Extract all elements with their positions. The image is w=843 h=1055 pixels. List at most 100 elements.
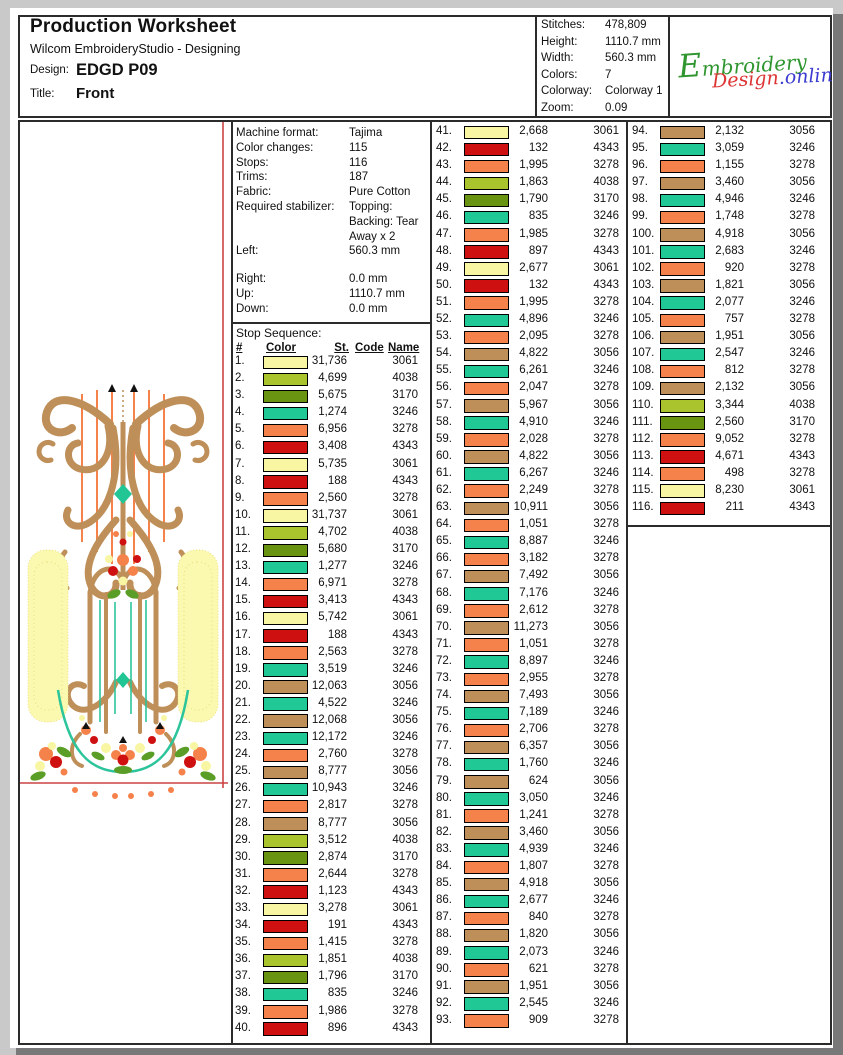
stitch-count: 9,052 — [715, 432, 744, 445]
machine-row-value: 0.0 mm — [349, 273, 388, 286]
stop-number: 80. — [436, 791, 452, 804]
thread-code: 4343 — [593, 142, 619, 155]
thread-color-swatch — [464, 433, 509, 447]
machine-row-value: 115 — [349, 141, 368, 154]
stop-row: 95. 3,059 3246 — [630, 141, 830, 158]
stitch-count: 6,956 — [318, 423, 347, 436]
thread-color-swatch — [660, 313, 705, 328]
stop-row: 49. 2,677 3061 — [434, 261, 626, 278]
header-name: Name — [388, 342, 420, 354]
stop-number: 69. — [436, 603, 452, 616]
thread-color-swatch — [464, 723, 509, 738]
thread-code: 4343 — [392, 440, 418, 453]
stitch-count: 3,050 — [519, 791, 548, 804]
stop-number: 21. — [235, 696, 251, 709]
thread-code: 3056 — [593, 774, 619, 787]
thread-code: 3061 — [392, 508, 418, 521]
thread-color-swatch — [660, 450, 705, 464]
thread-color-swatch — [263, 799, 308, 814]
stop-number: 56. — [436, 381, 452, 394]
thread-color-swatch — [464, 416, 509, 430]
lace-panels — [27, 549, 219, 723]
stop-row: 30. 2,874 3170 — [233, 850, 428, 867]
stitch-count: 2,563 — [318, 645, 347, 658]
thread-color-swatch — [464, 997, 509, 1011]
machine-row-label: Machine format: — [236, 127, 319, 139]
thread-color-swatch — [660, 484, 705, 498]
stitch-count: 2,073 — [519, 945, 548, 958]
thread-code: 3170 — [392, 850, 418, 863]
thread-code: 3278 — [593, 227, 619, 240]
summary-row: Width: 560.3 mm — [535, 50, 668, 67]
stop-number: 106. — [632, 330, 655, 343]
stitch-count: 191 — [327, 919, 347, 932]
stop-number: 27. — [235, 799, 251, 812]
body-top-border — [18, 120, 832, 122]
thread-color-swatch — [263, 475, 308, 489]
thread-color-swatch — [263, 594, 308, 609]
stitch-count: 3,460 — [519, 825, 548, 838]
stop-row: 113. 4,671 4343 — [630, 449, 830, 466]
thread-color-swatch — [263, 697, 308, 711]
thread-color-swatch — [263, 851, 308, 865]
stop-row: 10. 31,737 3061 — [233, 508, 428, 525]
thread-color-swatch — [660, 279, 705, 293]
thread-code: 4038 — [392, 525, 418, 538]
machine-info-rows: Machine format: Tajima Color changes: 115 St… — [236, 126, 426, 317]
thread-code: 3056 — [593, 620, 619, 633]
stitch-count: 3,512 — [318, 833, 347, 846]
stop-row: 114. 498 3278 — [630, 466, 830, 483]
thread-code: 3278 — [593, 962, 619, 975]
stop-row: 90. 621 3278 — [434, 962, 626, 979]
thread-color-swatch — [660, 467, 705, 481]
thread-color-swatch — [464, 706, 509, 721]
stop-number: 53. — [436, 330, 452, 343]
thread-code: 3278 — [392, 1004, 418, 1017]
machine-row-value: 187 — [349, 171, 369, 184]
stitch-count: 5,680 — [318, 543, 347, 556]
thread-code: 3056 — [789, 278, 815, 291]
stitch-count: 4,699 — [318, 372, 347, 385]
thread-color-swatch — [263, 680, 308, 694]
stitch-count: 3,344 — [715, 398, 744, 411]
stop-number: 67. — [436, 569, 452, 582]
thread-color-swatch — [464, 142, 509, 157]
thread-color-swatch — [464, 296, 509, 310]
machine-row-label: Color changes: — [236, 141, 314, 154]
thread-color-swatch — [660, 296, 705, 310]
stitch-count: 1,995 — [519, 159, 548, 172]
stop-number: 91. — [436, 979, 452, 992]
summary-row-label: Colors: — [541, 68, 578, 81]
thread-color-swatch — [464, 757, 509, 772]
thread-code: 3246 — [789, 193, 815, 206]
thread-code: 3056 — [593, 398, 619, 411]
thread-color-swatch — [464, 399, 509, 413]
stop-number: 99. — [632, 210, 648, 223]
thread-color-swatch — [464, 484, 509, 498]
thread-code: 3246 — [789, 244, 815, 257]
thread-color-swatch — [263, 526, 308, 540]
thread-color-swatch — [464, 877, 509, 892]
stitch-count: 909 — [528, 1013, 548, 1026]
summary-row-value: 1110.7 mm — [605, 35, 661, 48]
thread-code: 4343 — [593, 278, 619, 291]
thread-color-swatch — [263, 834, 308, 848]
thread-color-swatch — [464, 860, 509, 875]
thread-code: 4343 — [392, 919, 418, 932]
stop-row: 32. 1,123 4343 — [233, 884, 428, 901]
thread-color-swatch — [263, 389, 308, 404]
stop-row: 24. 2,760 3278 — [233, 747, 428, 764]
stop-number: 35. — [235, 936, 251, 949]
stop-number: 29. — [235, 833, 251, 846]
stitch-count: 2,874 — [318, 850, 347, 863]
stop-row: 17. 188 4343 — [233, 628, 428, 645]
stop-row: 50. 132 4343 — [434, 278, 626, 295]
thread-color-swatch — [464, 775, 509, 789]
thread-code: 3056 — [593, 449, 619, 462]
stitch-count: 7,176 — [519, 586, 548, 599]
stitch-count: 1,760 — [519, 757, 548, 770]
thread-code: 4343 — [392, 884, 418, 897]
stitch-count: 1,277 — [318, 560, 347, 573]
stop-row: 21. 4,522 3246 — [233, 696, 428, 713]
thread-code: 3170 — [392, 389, 418, 402]
